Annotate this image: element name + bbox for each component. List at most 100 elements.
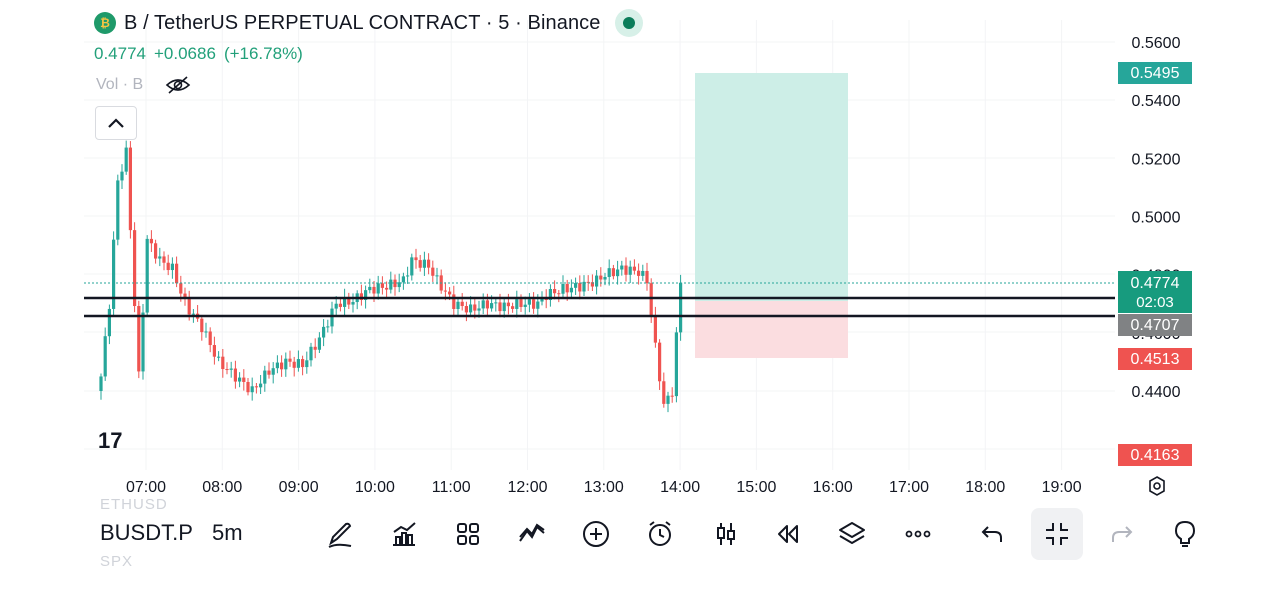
candle-body [569,287,573,293]
eye-off-icon[interactable] [165,75,191,95]
candle-body [116,180,120,240]
candle-body [599,275,603,280]
candles [99,140,683,413]
replay-button[interactable] [766,512,810,556]
alert-icon [649,521,671,546]
layers-button[interactable] [830,512,874,556]
candle-body [368,286,372,291]
market-status-icon[interactable] [614,9,643,37]
candle-body [313,346,317,350]
compare-icon [519,523,545,542]
candle-body [422,259,426,268]
alert-button[interactable] [638,512,682,556]
candle-body [343,297,347,307]
candle-body [464,306,468,313]
layers-icon [839,522,865,544]
last-price: 0.4774 [94,44,146,63]
candle-body [603,276,607,280]
candle-body [389,279,393,290]
collapse-legend-button[interactable] [95,106,137,140]
target-price-badge: 0.5495 [1118,62,1192,84]
draw-button[interactable] [318,512,362,556]
candle-body [561,284,565,294]
compare-button[interactable] [510,512,554,556]
undo-button[interactable] [970,512,1014,556]
candle-body [242,377,246,382]
candle-body [502,302,506,312]
candle-body [662,381,666,404]
candle-body [582,281,586,292]
candle-body [284,358,288,370]
candle-body [200,318,204,333]
undo-icon [981,526,1002,542]
candle-body [221,356,225,370]
time-tick-label: 11:00 [432,479,471,496]
volume-legend[interactable]: Vol · B [96,75,191,95]
candle-body [120,171,124,181]
chart-settings-icon[interactable] [1145,474,1169,498]
symbol-selector[interactable]: BUSDT.P [100,520,193,545]
bar-countdown-label: 02:03 [1136,294,1174,311]
price-tick-label: 0.5200 [1132,151,1181,168]
candle-body [410,257,414,276]
candle-body [578,283,582,292]
candle-body [359,293,363,300]
candle-body [674,332,678,397]
more-button[interactable] [896,512,940,556]
candle-body [679,282,683,333]
symbol-title[interactable]: B / TetherUS PERPETUAL CONTRACT · 5 · Bi… [124,11,601,34]
indicators-button[interactable] [382,512,426,556]
time-tick-label: 09:00 [279,479,319,496]
candle-body [406,275,410,277]
candle-body [334,303,338,309]
candle-body [401,276,405,283]
bottom-toolbar [84,502,1198,564]
candle-body [112,239,116,309]
ideas-button[interactable] [1172,512,1198,556]
candle-body [292,361,296,368]
candle-body [540,297,544,302]
add-button[interactable] [574,512,618,556]
ghost-symbol-below: SPX [100,553,134,570]
draw-icon [328,522,352,548]
fullscreen-exit-button[interactable] [1031,508,1083,560]
long-position-loss-zone[interactable] [695,301,848,358]
time-axis[interactable]: 07:00 08:00 09:00 10:00 11:00 12:00 13:00 14:00… [126,479,1082,496]
price-change: +0.0686 [154,44,216,63]
templates-icon [457,523,479,545]
redo-button[interactable] [1100,512,1144,556]
long-position-profit-zone[interactable] [695,73,848,301]
symbol-header[interactable]: ₿ B / TetherUS PERPETUAL CONTRACT · 5 · … [94,9,643,37]
candle-body [301,359,305,368]
time-tick-label: 15:00 [736,479,776,496]
candle-body [170,263,174,271]
chart-type-button[interactable] [704,512,748,556]
low-price-label: 0.4163 [1131,447,1180,464]
grid [84,20,1115,470]
candle-body [452,294,456,309]
candle-body [187,299,191,315]
candle-body [393,279,397,288]
candle-body [595,275,599,287]
candle-body [494,302,498,304]
candle-body [288,358,292,362]
candle-body [519,299,523,307]
low-price-badge: 0.4163 [1118,444,1192,466]
candle-body [149,238,153,244]
candle-body [309,346,313,361]
templates-button[interactable] [446,512,490,556]
candle-body [607,268,611,277]
bulb-icon [1174,520,1196,547]
candle-body [280,362,284,370]
price-axis[interactable]: 0.56000.54000.52000.50000.48000.46000.44… [1132,35,1181,401]
volume-label: Vol · B [96,76,144,93]
candle-body [418,260,422,268]
time-tick-label: 10:00 [355,479,395,496]
candle-body [267,370,271,375]
timeframe-selector[interactable]: 5m [212,520,243,545]
candle-body [305,360,309,368]
price-tick-label: 0.5400 [1132,93,1181,110]
candle-body [154,243,158,259]
candle-body [107,308,111,337]
